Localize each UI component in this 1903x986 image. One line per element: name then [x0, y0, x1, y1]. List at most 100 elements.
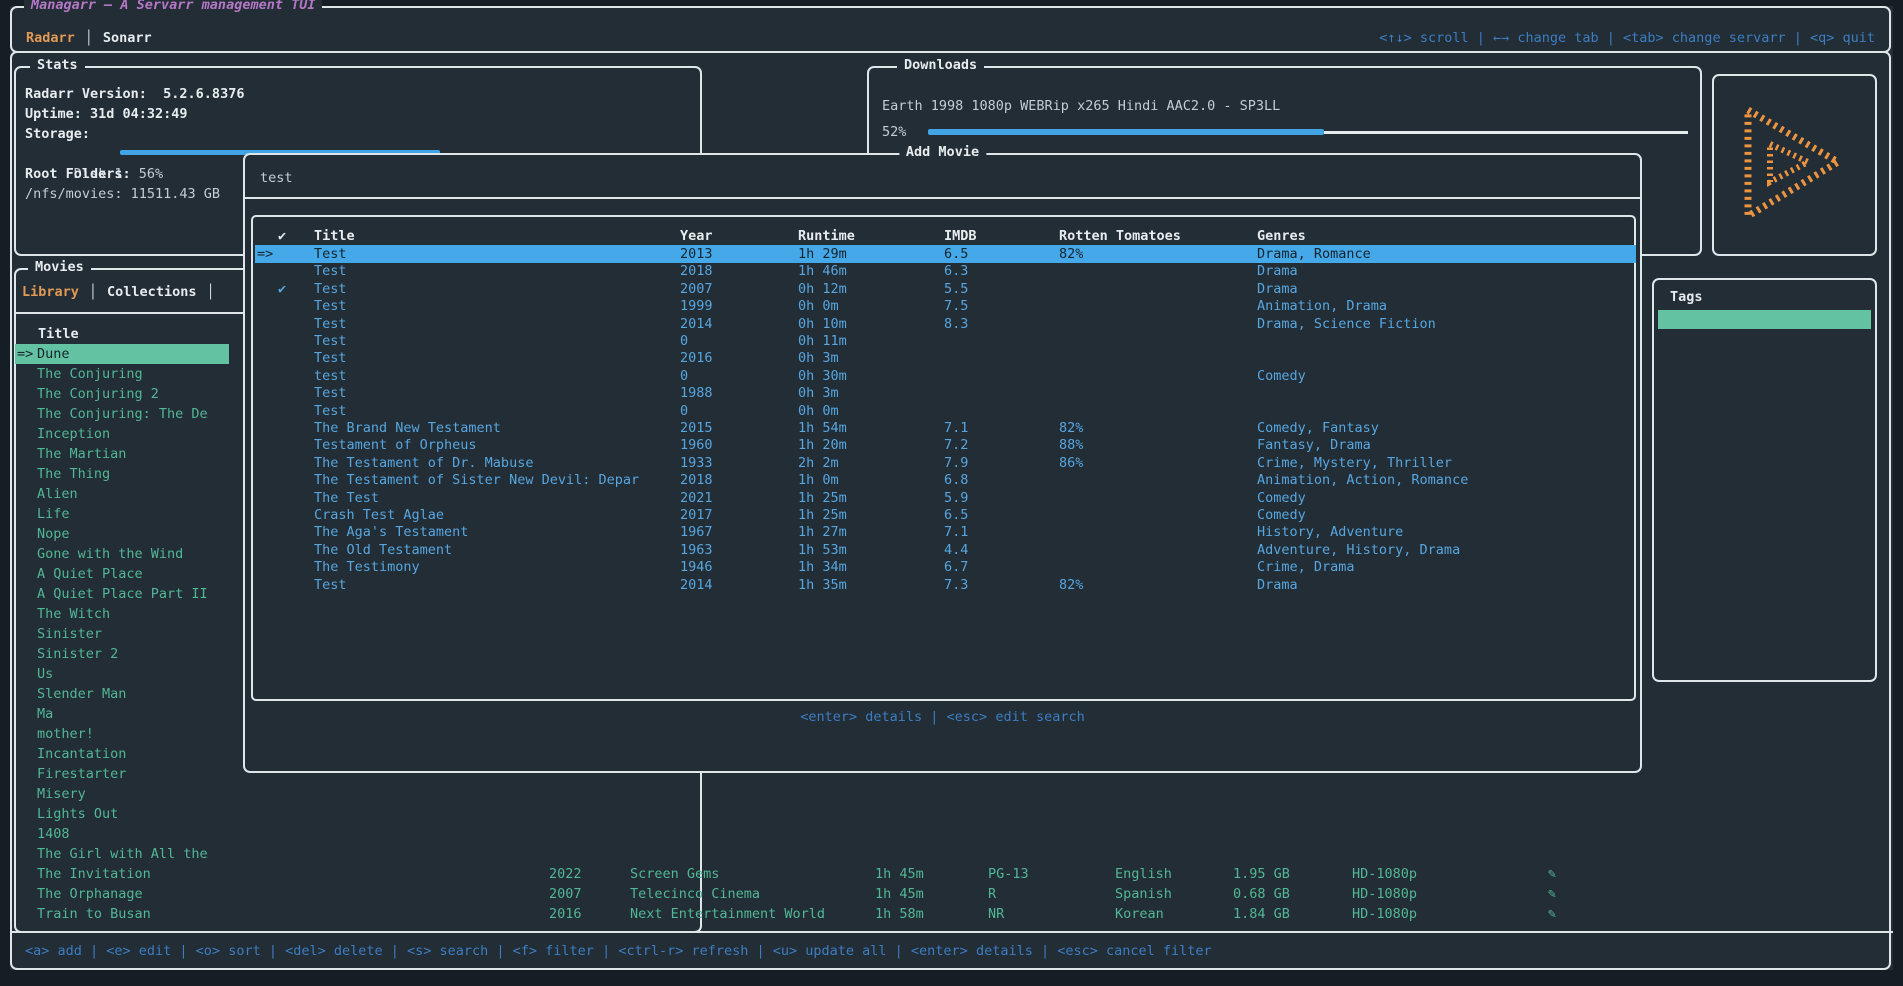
movie-list-item[interactable]: The Conjuring: The De — [15, 404, 229, 424]
result-row[interactable]: The Aga's Testament 1967 1h 27m 7.1 History,… — [255, 523, 1636, 541]
movie-list-item[interactable]: The Conjuring 2 — [15, 384, 229, 404]
tab-radarr[interactable]: Radarr — [26, 30, 75, 46]
result-genres: Drama — [1257, 280, 1298, 297]
movie-list-item[interactable]: Life — [15, 504, 229, 524]
result-year: 2014 — [680, 315, 713, 332]
result-imdb: 5.5 — [944, 280, 969, 297]
column-check: ✔ — [278, 228, 287, 244]
result-row[interactable]: ✔ Test 2007 0h 12m 5.5 Drama — [255, 280, 1636, 298]
movie-title: Firestarter — [37, 766, 127, 782]
table-row[interactable]: 2007 Telecinco Cinema 1h 45m R Spanish 0.68 G… — [0, 884, 1700, 904]
movie-list-item[interactable]: The Conjuring — [15, 364, 229, 384]
result-runtime: 1h 46m — [798, 263, 847, 280]
root-folder-value: /nfs/movies: 11511.43 GB — [25, 186, 221, 202]
result-genres: Crime, Drama — [1257, 559, 1355, 576]
stats-panel-title: Stats — [30, 57, 85, 73]
result-row[interactable]: Test 2014 0h 10m 8.3 Drama, Science Fiction — [255, 315, 1636, 333]
result-runtime: 0h 11m — [798, 333, 847, 349]
monitored-check-icon: ✔ — [278, 280, 287, 297]
movie-title: Ma — [37, 706, 54, 722]
movie-list-item[interactable]: Ma — [15, 704, 229, 724]
result-title: The Test — [314, 489, 380, 506]
result-genres: Adventure, History, Drama — [1257, 541, 1461, 558]
movie-list-item[interactable]: A Quiet Place — [15, 564, 229, 584]
movie-title: Life — [37, 506, 70, 522]
movies-tab-library[interactable]: Library — [22, 284, 79, 300]
result-row[interactable]: Test 2018 1h 46m 6.3 Drama — [255, 262, 1636, 280]
movie-list-item[interactable]: mother! — [15, 724, 229, 744]
result-row[interactable]: The Test 2021 1h 25m 5.9 Comedy — [255, 489, 1636, 507]
result-row[interactable]: The Old Testament 1963 1h 53m 4.4 Adventure,… — [255, 541, 1636, 559]
tab-sonarr[interactable]: Sonarr — [102, 30, 152, 46]
movie-list-item[interactable]: Sinister — [15, 624, 229, 644]
movie-list-item[interactable]: The Witch — [15, 604, 229, 624]
result-row[interactable]: Test 1999 0h 0m 7.5 Animation, Drama — [255, 297, 1636, 315]
result-runtime: 0h 3m — [798, 350, 839, 367]
row-year: 2016 — [549, 906, 582, 922]
result-row[interactable]: => Test 2013 1h 29m 6.5 82% Drama, Romance — [255, 245, 1636, 263]
movie-list-item[interactable]: The Thing — [15, 464, 229, 484]
movies-column-header: Title — [38, 326, 79, 342]
movie-list-item[interactable]: Misery — [15, 784, 229, 804]
result-runtime: 0h 10m — [798, 315, 847, 332]
movie-list-item[interactable]: => Dune — [15, 344, 229, 364]
result-row[interactable]: The Testimony 1946 1h 34m 6.7 Crime, Drama — [255, 558, 1636, 576]
movie-title: Nope — [37, 526, 70, 542]
result-runtime: 1h 27m — [798, 524, 847, 541]
add-movie-title: Add Movie — [898, 144, 987, 160]
search-input[interactable]: test — [260, 170, 293, 186]
column-year: Year — [680, 228, 713, 244]
movie-title: Misery — [37, 786, 86, 802]
table-row[interactable]: 2022 Screen Gems 1h 45m PG-13 English 1.95 GB… — [0, 864, 1700, 884]
movie-list-item[interactable]: 1408 — [15, 824, 229, 844]
movie-list-item[interactable]: Nope — [15, 524, 229, 544]
movie-list-item[interactable]: Us — [15, 664, 229, 684]
result-imdb: 4.4 — [944, 541, 969, 558]
result-row[interactable]: test 0 0h 30m Comedy — [255, 367, 1636, 385]
result-row[interactable]: Test 1988 0h 3m — [255, 384, 1636, 402]
movie-list-item[interactable]: Train to Busan — [15, 904, 229, 924]
movie-list-item[interactable]: The Martian — [15, 444, 229, 464]
result-year: 1988 — [680, 385, 713, 402]
movie-list: => Dune The Conjuring The Conjuring 2 The Co… — [15, 344, 229, 924]
movie-list-item[interactable]: The Girl with All the — [15, 844, 229, 864]
result-title: The Testimony — [314, 559, 420, 576]
movie-list-item[interactable]: The Invitation — [15, 864, 229, 884]
storage-label: Storage: — [25, 126, 91, 142]
result-imdb: 6.3 — [944, 263, 969, 280]
result-title: The Testament of Sister New Devil: Depar — [314, 472, 640, 489]
movie-list-item[interactable]: Slender Man — [15, 684, 229, 704]
movie-list-item[interactable]: The Orphanage — [15, 884, 229, 904]
movie-list-item[interactable]: Incantation — [15, 744, 229, 764]
movie-list-item[interactable]: A Quiet Place Part II — [15, 584, 229, 604]
result-title: Test — [314, 385, 347, 402]
tags-selected-row[interactable] — [1658, 310, 1871, 329]
tab-separator: │ — [88, 284, 98, 300]
movies-tab-collections[interactable]: Collections — [107, 284, 197, 300]
result-row[interactable]: Testament of Orpheus 1960 1h 20m 7.2 88% Fant… — [255, 436, 1636, 454]
table-row[interactable]: 2016 Next Entertainment World 1h 58m NR Kore… — [0, 904, 1700, 924]
movie-title: Incantation — [37, 746, 127, 762]
movie-list-item[interactable]: Alien — [15, 484, 229, 504]
movie-list-item[interactable]: Lights Out — [15, 804, 229, 824]
result-row[interactable]: Test 2016 0h 3m — [255, 349, 1636, 367]
result-rotten-tomatoes: 82% — [1059, 246, 1084, 262]
movie-list-item[interactable]: Gone with the Wind — [15, 544, 229, 564]
result-title: Test — [314, 246, 347, 262]
movie-list-item[interactable]: Sinister 2 — [15, 644, 229, 664]
movie-list-item[interactable]: Firestarter — [15, 764, 229, 784]
result-row[interactable]: Test 0 0h 11m — [255, 332, 1636, 350]
result-row[interactable]: Test 0 0h 0m — [255, 402, 1636, 420]
result-genres: Drama — [1257, 263, 1298, 280]
result-row[interactable]: The Brand New Testament 2015 1h 54m 7.1 82% C… — [255, 419, 1636, 437]
row-year: 2022 — [549, 866, 582, 882]
movie-title: The Conjuring 2 — [37, 386, 159, 402]
result-row[interactable]: Crash Test Aglae 2017 1h 25m 6.5 Comedy — [255, 506, 1636, 524]
result-row[interactable]: Test 2014 1h 35m 7.3 82% Drama — [255, 576, 1636, 594]
movie-list-item[interactable]: Inception — [15, 424, 229, 444]
row-studio: Screen Gems — [630, 866, 720, 882]
movie-title: The Conjuring — [37, 366, 143, 382]
result-row[interactable]: The Testament of Dr. Mabuse 1933 2h 2m 7.9 8… — [255, 454, 1636, 472]
row-rating: NR — [988, 906, 1005, 922]
result-row[interactable]: The Testament of Sister New Devil: Depar… — [255, 471, 1636, 489]
